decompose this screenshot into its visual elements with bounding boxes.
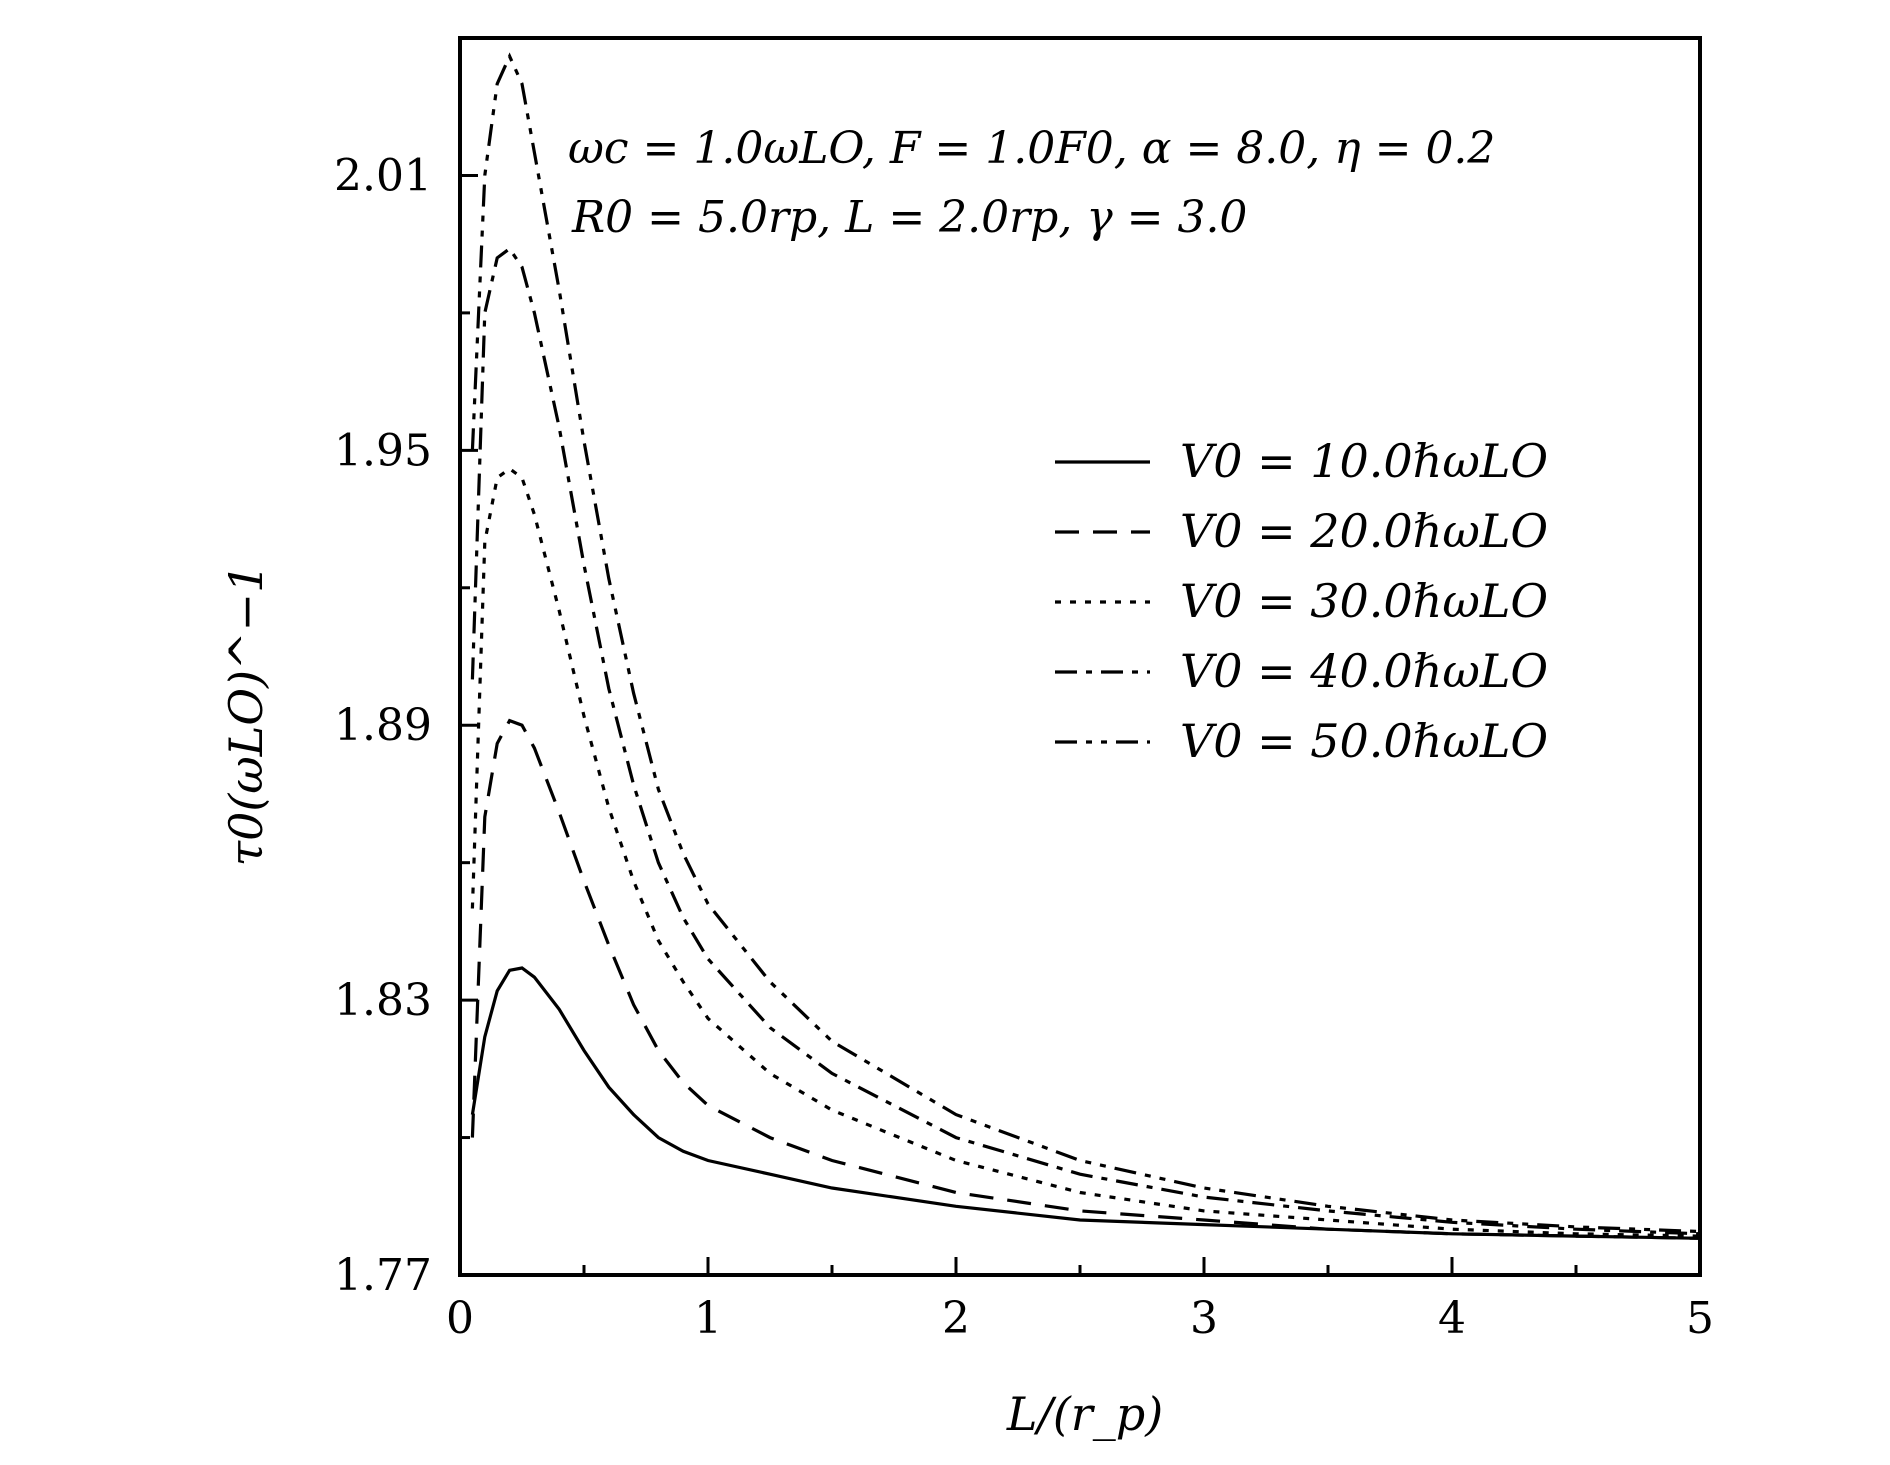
legend-label-2: V0 = 20.0ℏωLO <box>1180 504 1548 558</box>
y-tick-label: 1.77 <box>334 1250 432 1301</box>
legend-label-4: V0 = 40.0ℏωLO <box>1180 644 1548 698</box>
series-line-3 <box>470 466 1701 1238</box>
y-tick-label: 2.01 <box>334 150 432 201</box>
x-tick-label: 5 <box>1686 1293 1714 1344</box>
legend-label-1: V0 = 10.0ℏωLO <box>1180 434 1548 488</box>
series-line-2 <box>470 718 1701 1240</box>
x-tick-label: 1 <box>694 1293 722 1344</box>
y-axis-title: τ0(ωLO)^−1 <box>219 564 273 867</box>
x-tick-label: 4 <box>1438 1293 1466 1344</box>
axis-ticks: 0 1 2 3 4 5 1.77 1.83 1.89 1.95 2.01 <box>334 150 1714 1344</box>
legend: V0 = 10.0ℏωLO V0 = 20.0ℏωLO V0 = 30.0ℏωLO V… <box>1055 434 1548 768</box>
y-tick-label: 1.83 <box>334 975 432 1026</box>
series-line-4 <box>470 246 1701 1236</box>
series-layer <box>470 52 1701 1240</box>
series-line-5 <box>470 52 1701 1234</box>
series-line-1 <box>470 966 1701 1240</box>
parameters-annotation-line1: ωc = 1.0ωLO, F = 1.0F0, α = 8.0, η = 0.2 <box>568 123 1495 174</box>
x-tick-label: 3 <box>1190 1293 1218 1344</box>
parameters-annotation-line2: R0 = 5.0rp, L = 2.0rp, γ = 3.0 <box>571 192 1247 243</box>
y-tick-label: 1.89 <box>334 700 432 751</box>
legend-label-5: V0 = 50.0ℏωLO <box>1180 714 1548 768</box>
x-tick-label: 0 <box>446 1293 474 1344</box>
legend-label-3: V0 = 30.0ℏωLO <box>1180 574 1548 628</box>
y-tick-label: 1.95 <box>334 425 432 476</box>
x-tick-label: 2 <box>942 1293 970 1344</box>
x-axis-title: L/(r_p) <box>1006 1387 1163 1441</box>
